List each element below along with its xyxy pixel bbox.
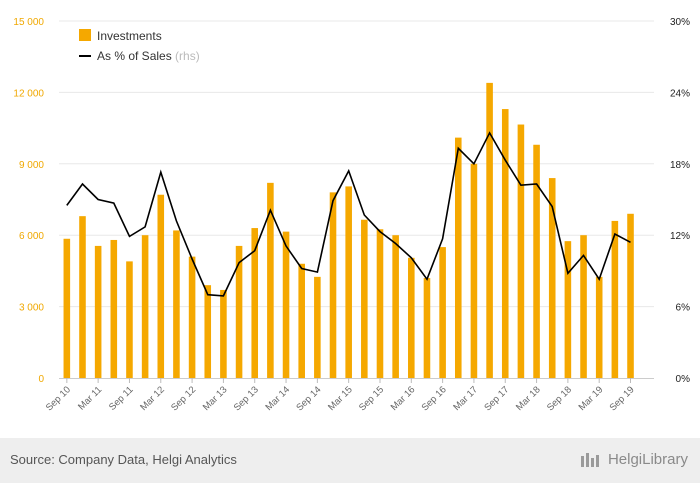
x-tick-label: Mar 16	[389, 384, 418, 413]
bar	[548, 178, 556, 378]
x-tick-label: Mar 13	[201, 384, 230, 413]
bar	[110, 239, 118, 378]
source-note: Source: Company Data, Helgi Analytics	[10, 452, 237, 467]
bar	[126, 261, 133, 378]
x-tick-label: Mar 14	[263, 384, 292, 413]
x-axis-ticks: Sep 10 Mar 11 Sep 11 Mar 12 Sep 12 Mar 13 Sep …	[44, 378, 637, 413]
x-tick-label: Mar 15	[326, 384, 355, 413]
bar	[361, 219, 368, 378]
x-tick-label: Sep 18	[545, 384, 574, 413]
bar	[611, 220, 619, 378]
chart: Sep 10 Mar 11 Sep 11 Mar 12 Sep 12 Mar 13 Sep …	[13, 17, 690, 413]
x-tick-label: Sep 14	[294, 384, 323, 413]
bar	[94, 245, 102, 378]
bar	[470, 163, 478, 378]
y-left-tick-label: 3 000	[19, 303, 44, 314]
footer: Source: Company Data, Helgi Analytics He…	[0, 438, 700, 483]
y-left-tick-label: 6 000	[19, 231, 44, 242]
x-tick-label: Sep 15	[357, 384, 386, 413]
bar	[439, 247, 446, 378]
y-right-tick-label: 18%	[670, 160, 690, 171]
bar	[188, 256, 196, 378]
bar	[517, 124, 525, 378]
legend-swatch-investments	[79, 29, 91, 41]
bar	[501, 109, 509, 378]
bar	[595, 276, 603, 378]
y-right-tick-label: 0%	[676, 374, 691, 385]
bar	[329, 192, 337, 378]
bar	[345, 186, 352, 378]
sales-ratio-line	[66, 131, 631, 297]
brand-name: HelgiLibrary	[607, 450, 688, 468]
bar	[392, 235, 399, 378]
y-left-tick-label: 12 000	[13, 88, 44, 99]
investment-bars	[63, 82, 634, 378]
bar	[220, 289, 227, 378]
legend: Investments As % of Sales (rhs)	[79, 29, 200, 63]
legend-label-rhs: (rhs)	[175, 49, 200, 63]
bar	[627, 213, 634, 378]
left-axis-labels: 0 3 000 6 000 9 000 12 000 15 000	[13, 17, 44, 385]
x-tick-label: Sep 10	[44, 384, 73, 413]
legend-label-ratio: As % of Sales	[97, 49, 172, 63]
x-tick-label: Mar 17	[451, 384, 480, 413]
x-tick-label: Sep 19	[608, 384, 637, 413]
x-tick-label: Sep 13	[232, 384, 261, 413]
x-tick-label: Sep 12	[169, 384, 198, 413]
legend-label-investments: Investments	[97, 29, 162, 43]
y-right-tick-label: 30%	[670, 17, 690, 28]
bar	[314, 276, 321, 378]
bar	[251, 228, 259, 378]
bar	[173, 230, 180, 378]
bar	[157, 194, 165, 378]
bar	[486, 82, 493, 378]
bar	[298, 263, 305, 378]
x-tick-label: Mar 19	[577, 384, 606, 413]
bar	[79, 216, 86, 378]
bar	[564, 241, 572, 378]
bar	[235, 245, 243, 378]
brand-logo: HelgiLibrary	[580, 450, 688, 468]
bar	[267, 182, 274, 378]
y-right-tick-label: 6%	[676, 303, 691, 314]
bar	[454, 137, 462, 378]
bar	[533, 144, 540, 378]
bar	[376, 229, 384, 378]
y-right-tick-label: 12%	[670, 231, 690, 242]
x-tick-label: Sep 11	[107, 384, 136, 413]
y-left-tick-label: 15 000	[13, 17, 44, 28]
bar	[580, 235, 587, 378]
x-tick-label: Mar 18	[514, 384, 543, 413]
x-tick-label: Sep 17	[482, 384, 511, 413]
x-tick-label: Mar 11	[76, 384, 104, 412]
right-axis-labels: 0% 6% 12% 18% 24% 30%	[670, 17, 690, 385]
y-right-tick-label: 24%	[670, 88, 690, 99]
x-tick-label: Mar 12	[138, 384, 167, 413]
svg-text:As % of Sales (rhs): As % of Sales (rhs)	[97, 49, 200, 63]
bar	[423, 278, 431, 378]
bar	[141, 235, 149, 378]
bar	[282, 231, 290, 378]
x-tick-label: Sep 16	[420, 384, 449, 413]
bar	[63, 238, 71, 378]
y-left-tick-label: 9 000	[19, 160, 44, 171]
bar	[204, 285, 212, 378]
library-icon	[580, 453, 599, 467]
bar	[408, 257, 415, 378]
y-left-tick-label: 0	[38, 374, 44, 385]
